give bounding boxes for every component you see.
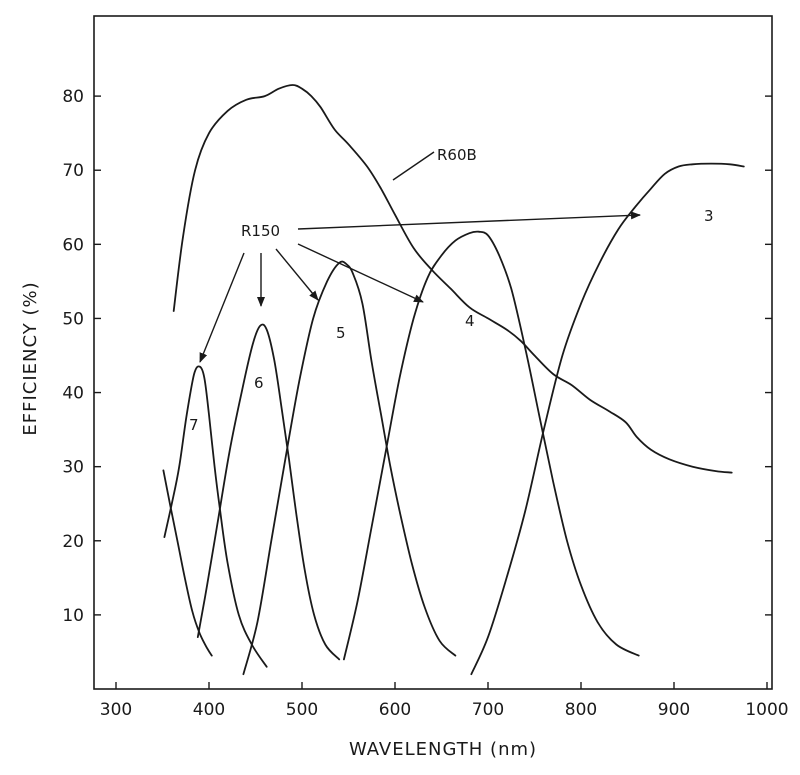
y-tick-label: 40 [62,384,84,404]
y-tick-label: 10 [62,606,84,626]
x-axis-title: WAVELENGTH (nm) [349,739,537,760]
label-r150: R150 [241,222,280,240]
r150-arrow-to-3 [297,211,641,230]
x-tick-label: 400 [193,700,225,720]
y-tick-label: 20 [62,532,84,552]
label-curve-4: 4 [465,312,475,330]
y-tick-label: 80 [62,87,84,107]
x-tick-label: 300 [100,700,132,720]
series-line-r60b [172,84,733,474]
label-curve-3: 3 [704,207,714,225]
series-line-3 [470,162,745,676]
ticks: 300 400 500 600 700 800 900 1000 10 20 30 40 50 60 70 8… [62,87,788,720]
y-tick-label: 60 [62,235,84,255]
y-tick-label: 50 [62,309,84,329]
plot-frame [93,15,773,690]
y-tick-label: 70 [62,161,84,181]
x-tick-label: 700 [472,700,504,720]
x-tick-label: 800 [565,700,597,720]
label-curve-6: 6 [254,374,264,392]
series-line-5 [242,260,457,676]
series-line-6 [196,323,341,661]
series-line-4 [343,230,640,661]
series-line-7-left [162,469,213,657]
r60b-leader-line [392,151,435,181]
x-tick-label: 500 [286,700,318,720]
x-tick-label: 600 [379,700,411,720]
annotations: R60B R150 3 4 5 6 7 [189,146,714,434]
label-r60b: R60B [437,146,477,164]
y-axis-title: EFFICIENCY (%) [20,281,41,435]
y-tick-label: 30 [62,458,84,478]
r150-arrow-to-7 [199,252,245,363]
r150-arrow-to-4 [297,243,424,303]
r150-arrow-to-5 [275,248,319,301]
axes [93,15,773,690]
label-curve-7: 7 [189,416,199,434]
x-tick-label: 1000 [745,700,788,720]
label-curve-5: 5 [336,324,346,342]
x-tick-label: 900 [658,700,690,720]
curves [162,84,745,676]
series-line-7 [163,365,268,668]
